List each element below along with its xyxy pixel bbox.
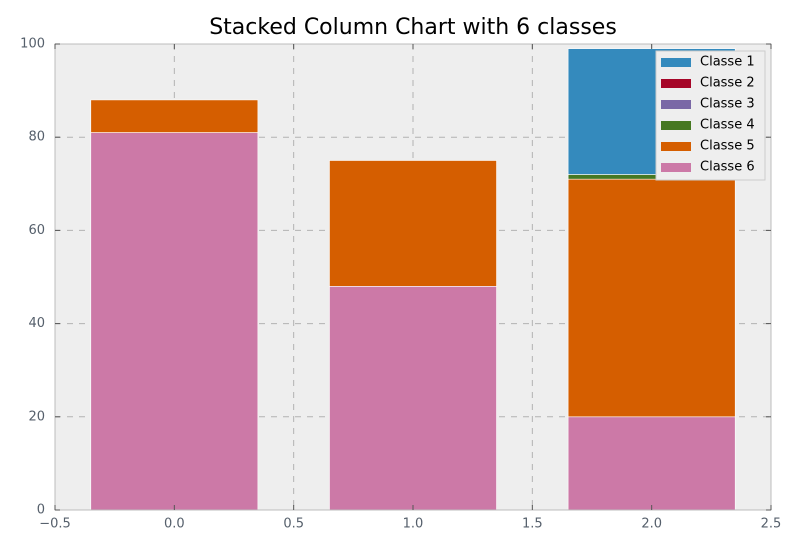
- legend-label: Classe 2: [700, 76, 755, 91]
- ticks: 0 20 40 60 80 100 −0.5 0.0 0.5 1.0 1.5 2.0 2.5: [20, 37, 781, 532]
- legend-swatch: [661, 142, 691, 151]
- legend-label: Classe 5: [700, 139, 755, 154]
- legend-label: Classe 3: [700, 97, 755, 112]
- y-tick-label: 80: [28, 130, 45, 145]
- y-tick-label: 40: [28, 316, 45, 331]
- x-tick-label: 1.0: [403, 517, 424, 532]
- legend-box: [655, 50, 766, 181]
- legend-swatch: [661, 58, 691, 67]
- y-tick-label: 100: [20, 37, 45, 52]
- bars: [90, 48, 736, 511]
- y-tick-label: 0: [37, 503, 45, 518]
- x-tick-label: 1.5: [522, 517, 543, 532]
- legend-swatch: [661, 79, 691, 88]
- x-tick-label: 2.5: [761, 517, 782, 532]
- bar-segment: [567, 416, 736, 511]
- x-tick-label: 0.5: [283, 517, 304, 532]
- legend: Classe 1 Classe 2 Classe 3 Classe 4 Classe 5…: [655, 50, 766, 181]
- y-tick-label: 20: [28, 409, 45, 424]
- x-tick-label: −0.5: [39, 517, 71, 532]
- legend-label: Classe 1: [700, 55, 755, 70]
- bar-segment: [329, 286, 497, 511]
- legend-label: Classe 4: [700, 118, 755, 133]
- bar-segment: [329, 160, 497, 287]
- x-tick-label: 2.0: [641, 517, 662, 532]
- bar-segment: [567, 178, 736, 418]
- bar-segment: [90, 132, 259, 511]
- legend-swatch: [661, 163, 691, 172]
- bar-segment: [90, 99, 259, 133]
- y-tick-label: 60: [28, 223, 45, 238]
- legend-swatch: [661, 121, 691, 130]
- chart-title: Stacked Column Chart with 6 classes: [209, 15, 617, 40]
- legend-label: Classe 6: [700, 160, 755, 175]
- x-tick-label: 0.0: [164, 517, 185, 532]
- legend-swatch: [661, 100, 691, 109]
